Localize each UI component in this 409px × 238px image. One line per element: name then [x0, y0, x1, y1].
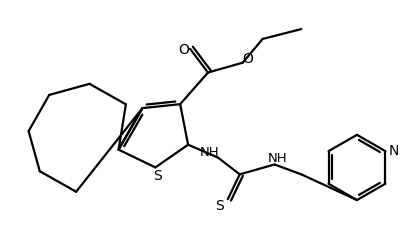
Text: NH: NH — [267, 152, 287, 165]
Text: O: O — [242, 52, 252, 66]
Text: S: S — [153, 169, 161, 183]
Text: NH: NH — [200, 146, 219, 159]
Text: O: O — [178, 43, 189, 57]
Text: S: S — [215, 199, 224, 213]
Text: N: N — [388, 144, 398, 158]
